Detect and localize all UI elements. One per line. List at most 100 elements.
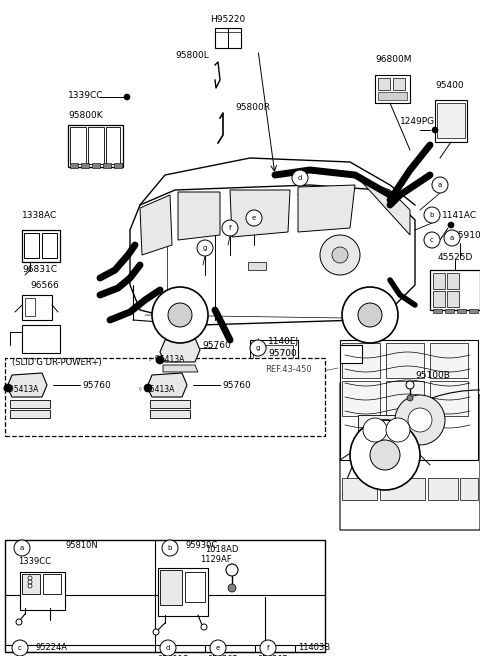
Text: ◦ 95413A: ◦ 95413A [148,356,184,365]
Circle shape [153,629,159,635]
Bar [150,410,190,418]
Text: g: g [256,345,260,351]
Circle shape [28,580,32,584]
Bar [437,103,465,138]
Circle shape [407,395,413,401]
Bar [158,568,208,616]
Bar [20,572,65,610]
Text: 1339CC: 1339CC [18,558,51,567]
Circle shape [444,230,460,246]
Polygon shape [230,190,290,237]
Text: 95800L: 95800L [175,51,209,60]
Bar [5,358,325,436]
Bar [433,309,442,313]
Circle shape [448,222,454,228]
Text: ◦ 95413A: ◦ 95413A [138,386,174,394]
Bar [106,127,120,164]
Text: REF.43-450: REF.43-450 [265,365,312,375]
Bar [14,377,22,384]
Circle shape [332,247,348,263]
Polygon shape [160,338,200,362]
Text: 1129AF: 1129AF [200,556,232,565]
Bar [24,233,39,258]
Polygon shape [298,185,355,232]
Text: b: b [430,212,434,218]
Circle shape [16,619,22,625]
Bar [160,570,182,605]
Text: H95220: H95220 [210,16,246,24]
Polygon shape [178,192,220,240]
Text: a: a [438,182,442,188]
Bar [469,309,478,313]
Circle shape [14,540,30,556]
Bar [445,309,454,313]
Text: a: a [20,545,24,551]
Circle shape [124,94,130,100]
Text: 1018AD: 1018AD [205,546,239,554]
Bar [447,273,459,289]
Polygon shape [140,195,172,255]
Circle shape [406,381,414,389]
Bar [435,100,467,142]
Bar [185,572,205,602]
Text: 45525D: 45525D [438,253,473,262]
Bar [81,163,89,168]
Bar [25,298,35,316]
Circle shape [432,177,448,193]
Bar [10,400,50,408]
Bar [70,163,78,168]
Text: d: d [298,175,302,181]
Bar [42,233,57,258]
Bar [43,574,61,594]
Circle shape [250,340,266,356]
Bar [154,377,162,384]
Bar [22,574,40,594]
Text: e: e [216,645,220,651]
Text: 95930C: 95930C [185,541,217,550]
Bar [68,125,123,167]
Circle shape [424,207,440,223]
Text: (SLID'G DR-POWER+): (SLID'G DR-POWER+) [12,358,102,367]
Text: 95760: 95760 [222,380,251,390]
Bar [430,270,480,310]
Bar [430,381,468,416]
Circle shape [386,418,410,442]
Bar [428,478,458,500]
Bar [103,163,111,168]
Bar [393,78,405,90]
Bar [164,377,172,384]
Polygon shape [147,373,187,397]
Circle shape [197,240,213,256]
Bar [92,163,100,168]
Bar [447,291,459,307]
Text: 95760: 95760 [82,380,111,390]
Circle shape [424,232,440,248]
Text: 96800M: 96800M [375,56,411,64]
Circle shape [222,220,238,236]
Bar [150,400,190,408]
Bar [342,381,380,416]
Bar [386,381,424,416]
Circle shape [201,624,207,630]
Text: c: c [18,645,22,651]
Circle shape [144,384,152,392]
Circle shape [320,235,360,275]
Bar [342,343,380,378]
Bar [34,377,42,384]
Bar [457,309,466,313]
Text: f: f [267,645,269,651]
Text: 95800K: 95800K [68,110,103,119]
Bar [187,342,195,349]
Text: 95760: 95760 [202,340,231,350]
Circle shape [4,384,12,392]
Polygon shape [130,185,415,325]
Circle shape [370,440,400,470]
Text: 95810N: 95810N [65,541,98,550]
Text: f: f [229,225,231,231]
Text: 1141AC: 1141AC [442,211,477,220]
Bar [88,127,104,164]
Circle shape [408,408,432,432]
Bar [22,325,60,353]
Text: ◦ 95413A: ◦ 95413A [2,386,38,394]
Text: 95910: 95910 [452,230,480,239]
